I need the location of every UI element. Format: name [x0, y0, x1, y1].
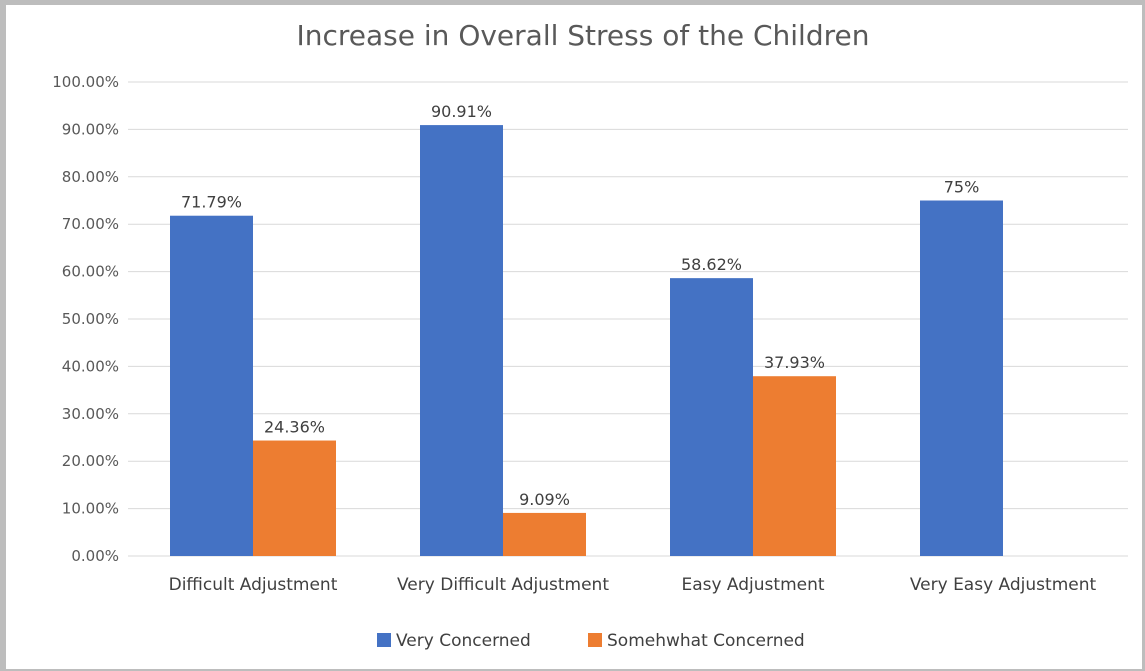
y-tick-label: 70.00%	[62, 215, 119, 233]
category-label: Very Easy Adjustment	[910, 575, 1097, 595]
data-label: 71.79%	[181, 193, 242, 212]
legend-label: Very Concerned	[396, 631, 531, 651]
y-tick-label: 90.00%	[62, 120, 119, 138]
data-label: 58.62%	[681, 255, 742, 274]
y-tick-label: 80.00%	[62, 168, 119, 186]
legend-swatch	[377, 633, 391, 647]
x-axis-categories: Difficult Adjustment Very Difficult Adjus…	[169, 575, 1097, 595]
bars	[170, 125, 1003, 556]
data-label: 24.36%	[264, 418, 325, 437]
data-label: 37.93%	[764, 353, 825, 372]
chart-title: Increase in Overall Stress of the Childr…	[297, 19, 870, 52]
y-tick-label: 40.00%	[62, 357, 119, 375]
bar-very-concerned	[670, 278, 753, 556]
y-tick-label: 50.00%	[62, 310, 119, 328]
category-label: Very Difficult Adjustment	[397, 575, 609, 595]
legend-swatch	[588, 633, 602, 647]
y-tick-label: 0.00%	[71, 547, 119, 565]
legend-label: Somehwhat Concerned	[607, 631, 805, 651]
bar-very-concerned	[420, 125, 503, 556]
data-labels: 71.79% 24.36% 90.91% 9.09% 58.62% 37.93% 75%	[181, 102, 979, 509]
y-axis-ticks: 0.00% 10.00% 20.00% 30.00% 40.00% 50.00% 60.00…	[52, 73, 119, 565]
bar-very-concerned	[920, 200, 1003, 556]
bar-very-concerned	[170, 215, 253, 556]
data-label: 9.09%	[519, 490, 570, 509]
y-tick-label: 100.00%	[52, 73, 119, 91]
y-tick-label: 30.00%	[62, 405, 119, 423]
category-label: Difficult Adjustment	[169, 575, 338, 595]
bar-chart: Increase in Overall Stress of the Childr…	[52, 19, 1128, 651]
data-label: 90.91%	[431, 102, 492, 121]
y-tick-label: 20.00%	[62, 452, 119, 470]
bar-somewhat-concerned	[503, 512, 586, 556]
y-tick-label: 60.00%	[62, 263, 119, 281]
legend: Very Concerned Somehwhat Concerned	[377, 631, 805, 651]
chart-panel: Increase in Overall Stress of the Childr…	[6, 5, 1142, 669]
y-tick-label: 10.00%	[62, 500, 119, 518]
data-label: 75%	[944, 178, 980, 197]
bar-somewhat-concerned	[253, 440, 336, 556]
category-label: Easy Adjustment	[681, 575, 824, 595]
bar-somewhat-concerned	[753, 376, 836, 556]
